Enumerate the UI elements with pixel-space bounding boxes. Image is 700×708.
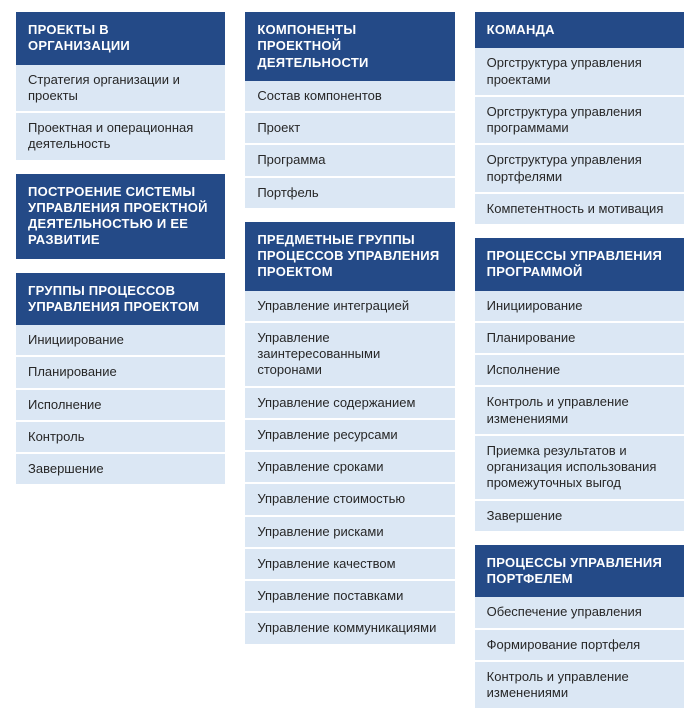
list-item: Программа <box>245 145 454 177</box>
block-header: КОМПОНЕНТЫ ПРОЕКТНОЙ ДЕЯТЕЛЬНОСТИ <box>245 12 454 81</box>
list-item: Управление ресурсами <box>245 420 454 452</box>
list-item: Управление сроками <box>245 452 454 484</box>
list-item: Состав компонентов <box>245 81 454 113</box>
list-item: Портфель <box>245 178 454 208</box>
list-item: Управление стоимостью <box>245 484 454 516</box>
list-item: Компетентность и мотивация <box>475 194 684 224</box>
list-item: Исполнение <box>16 390 225 422</box>
list-item: Завершение <box>475 501 684 531</box>
list-item: Обеспечение управления <box>475 597 684 629</box>
block-items: Состав компонентов Проект Программа Порт… <box>245 81 454 208</box>
list-item: Управление интеграцией <box>245 291 454 323</box>
columns-container: ПРОЕКТЫ В ОРГАНИЗАЦИИ Стратегия организа… <box>16 12 684 708</box>
column-2: КОМАНДА Оргструктура управления проектам… <box>475 12 684 708</box>
column-0: ПРОЕКТЫ В ОРГАНИЗАЦИИ Стратегия организа… <box>16 12 225 484</box>
block-subject-process-groups: ПРЕДМЕТНЫЕ ГРУППЫ ПРОЦЕССОВ УПРАВЛЕНИЯ П… <box>245 222 454 644</box>
list-item: Завершение <box>16 454 225 484</box>
list-item: Управление поставками <box>245 581 454 613</box>
list-item: Инициирование <box>475 291 684 323</box>
list-item: Планирование <box>16 357 225 389</box>
list-item: Управление качеством <box>245 549 454 581</box>
list-item: Приемка результатов и организация исполь… <box>475 436 684 501</box>
block-projects-in-org: ПРОЕКТЫ В ОРГАНИЗАЦИИ Стратегия организа… <box>16 12 225 160</box>
block-program-processes: ПРОЦЕССЫ УПРАВЛЕНИЯ ПРОГРАММОЙ Иницииров… <box>475 238 684 531</box>
column-1: КОМПОНЕНТЫ ПРОЕКТНОЙ ДЕЯТЕЛЬНОСТИ Состав… <box>245 12 454 644</box>
list-item: Исполнение <box>475 355 684 387</box>
list-item: Проектная и операционная деятельность <box>16 113 225 160</box>
block-header: ПРОЦЕССЫ УПРАВЛЕНИЯ ПОРТФЕЛЕМ <box>475 545 684 598</box>
block-components: КОМПОНЕНТЫ ПРОЕКТНОЙ ДЕЯТЕЛЬНОСТИ Состав… <box>245 12 454 208</box>
block-team: КОМАНДА Оргструктура управления проектам… <box>475 12 684 224</box>
block-header: КОМАНДА <box>475 12 684 48</box>
block-items: Управление интеграцией Управление заинте… <box>245 291 454 644</box>
list-item: Оргструктура управления программами <box>475 97 684 146</box>
list-item: Инициирование <box>16 325 225 357</box>
list-item: Управление рисками <box>245 517 454 549</box>
block-process-groups-project: ГРУППЫ ПРОЦЕССОВ УПРАВЛЕНИЯ ПРОЕКТОМ Ини… <box>16 273 225 485</box>
list-item: Контроль и управление изменениями <box>475 662 684 708</box>
list-item: Управление содержанием <box>245 388 454 420</box>
block-portfolio-processes: ПРОЦЕССЫ УПРАВЛЕНИЯ ПОРТФЕЛЕМ Обеспечени… <box>475 545 684 708</box>
list-item: Проект <box>245 113 454 145</box>
block-header: ПРОЕКТЫ В ОРГАНИЗАЦИИ <box>16 12 225 65</box>
block-header: ПОСТРОЕНИЕ СИСТЕМЫ УПРАВЛЕНИЯ ПРОЕКТНОЙ … <box>16 174 225 259</box>
block-header: ПРОЦЕССЫ УПРАВЛЕНИЯ ПРОГРАММОЙ <box>475 238 684 291</box>
block-items: Оргструктура управления проектами Оргстр… <box>475 48 684 224</box>
block-items: Стратегия организации и проекты Проектна… <box>16 65 225 160</box>
list-item: Формирование портфеля <box>475 630 684 662</box>
list-item: Оргструктура управления проектами <box>475 48 684 97</box>
block-items: Инициирование Планирование Исполнение Ко… <box>475 291 684 531</box>
list-item: Планирование <box>475 323 684 355</box>
block-header: ГРУППЫ ПРОЦЕССОВ УПРАВЛЕНИЯ ПРОЕКТОМ <box>16 273 225 326</box>
block-system-building: ПОСТРОЕНИЕ СИСТЕМЫ УПРАВЛЕНИЯ ПРОЕКТНОЙ … <box>16 174 225 259</box>
list-item: Стратегия организации и проекты <box>16 65 225 114</box>
list-item: Оргструктура управления портфелями <box>475 145 684 194</box>
block-header: ПРЕДМЕТНЫЕ ГРУППЫ ПРОЦЕССОВ УПРАВЛЕНИЯ П… <box>245 222 454 291</box>
list-item: Управление заинтересованными сторонами <box>245 323 454 388</box>
block-items: Обеспечение управления Формирование порт… <box>475 597 684 708</box>
list-item: Контроль <box>16 422 225 454</box>
list-item: Контроль и управление изменениями <box>475 387 684 436</box>
block-items: Инициирование Планирование Исполнение Ко… <box>16 325 225 484</box>
